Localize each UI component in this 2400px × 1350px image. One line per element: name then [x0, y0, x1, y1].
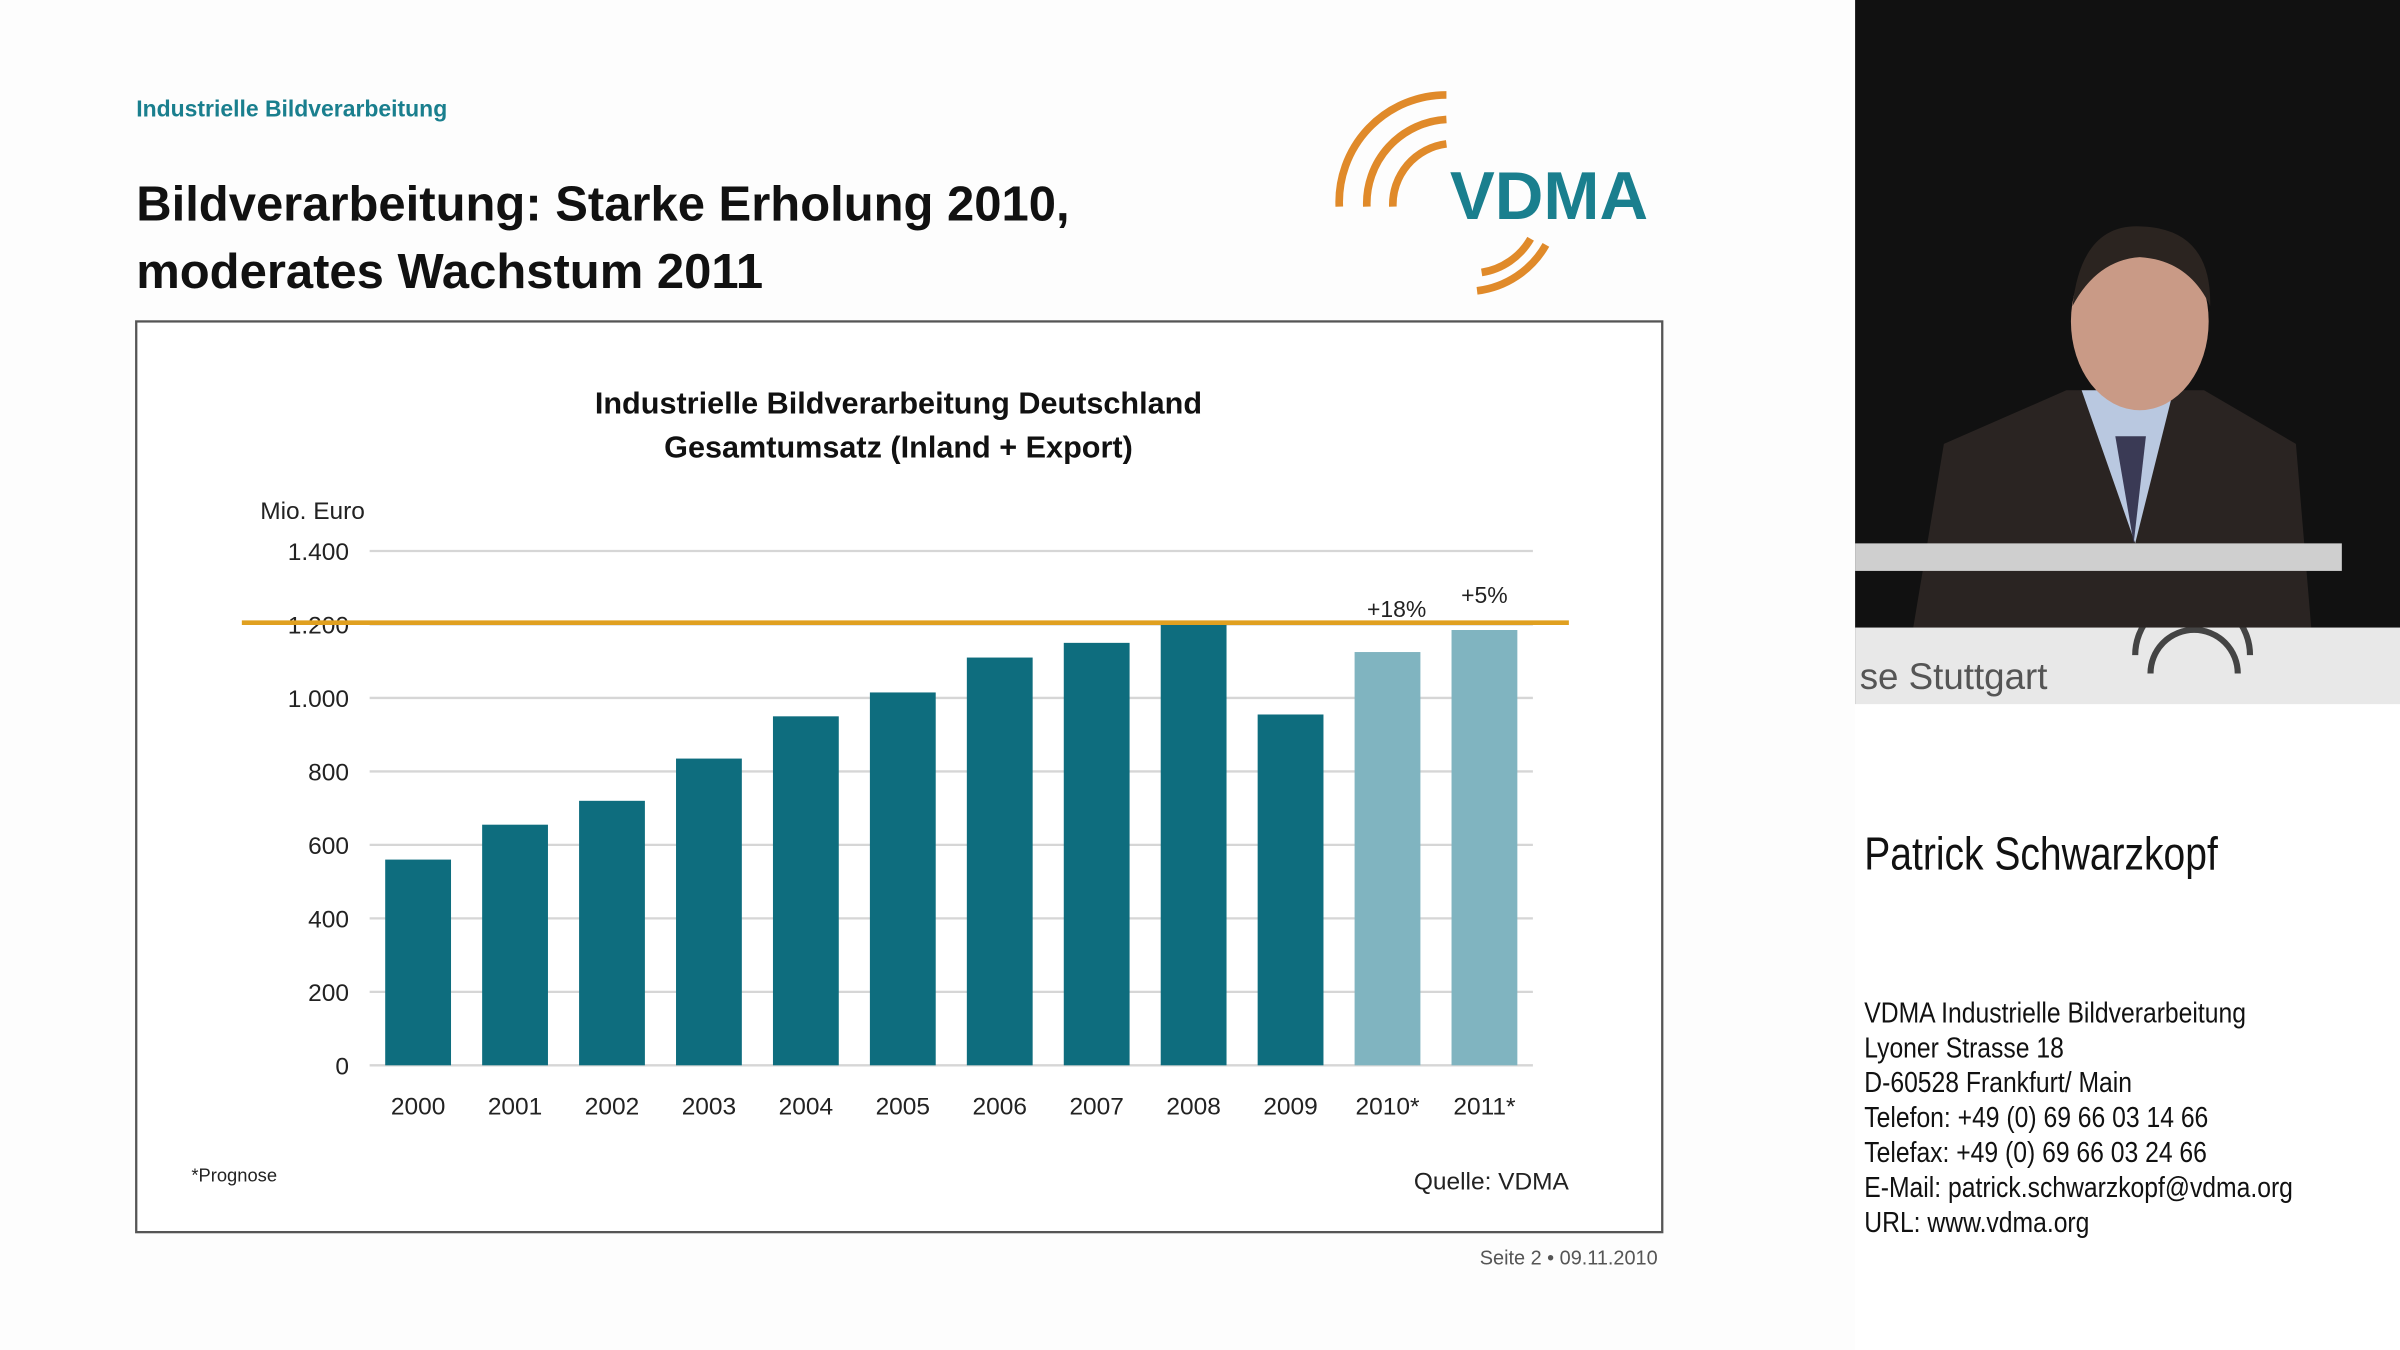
bar — [385, 859, 452, 1066]
contact-line: D-60528 Frankfurt/ Main — [1864, 1066, 2132, 1098]
slide-footer: Seite 2 • 09.11.2010 — [1480, 1247, 1658, 1269]
y-tick-label: 1.000 — [288, 686, 349, 713]
speaker-head — [2070, 232, 2209, 411]
contact-line: VDMA Industrielle Bildverarbeitung — [1864, 997, 2246, 1029]
x-tick-label: 2005 — [876, 1093, 930, 1120]
x-tick-label: 2010* — [1356, 1093, 1420, 1120]
annotation: +5% — [1461, 582, 1508, 608]
slide-header: Industrielle Bildverarbeitung — [136, 95, 447, 121]
contact-line: Telefon: +49 (0) 69 66 03 14 66 — [1864, 1101, 2208, 1133]
bar — [1354, 652, 1421, 1066]
podium-top — [1855, 543, 2342, 571]
info-panel — [1855, 704, 2400, 1350]
contact-line: URL: www.vdma.org — [1864, 1206, 2089, 1238]
slide-title: Bildverarbeitung: Starke Erholung 2010, — [136, 177, 1069, 231]
chart-title: Industrielle Bildverarbeitung Deutschlan… — [595, 386, 1202, 420]
y-tick-label: 800 — [308, 760, 349, 787]
slide-title: moderates Wachstum 2011 — [136, 245, 763, 299]
y-axis-label: Mio. Euro — [260, 498, 365, 525]
x-tick-label: 2003 — [682, 1093, 736, 1120]
x-tick-label: 2000 — [391, 1093, 445, 1120]
bar — [966, 657, 1033, 1066]
plot: 0 200 400 600 800 1.000 1.200 1.400 2000 2001 2002… — [241, 539, 1569, 1120]
contact-line: Lyoner Strasse 18 — [1864, 1031, 2064, 1063]
y-tick-label: 0 — [335, 1053, 349, 1080]
contact-line: E-Mail: patrick.schwarzkopf@vdma.org — [1864, 1171, 2293, 1203]
bar — [1257, 714, 1324, 1066]
x-tick-label: 2001 — [488, 1093, 542, 1120]
footnote: *Prognose — [191, 1165, 277, 1186]
y-tick-label: 200 — [308, 980, 349, 1007]
podium-banner — [1855, 627, 2400, 705]
bar — [482, 824, 548, 1066]
logo-text: VDMA — [1450, 159, 1648, 234]
x-tick-label: 2007 — [1069, 1093, 1123, 1120]
contact: VDMA Industrielle BildverarbeitungLyoner… — [1864, 997, 2293, 1239]
speaker-tie — [2115, 436, 2146, 544]
bar — [1160, 622, 1227, 1066]
bar — [676, 758, 742, 1066]
annotation: +18% — [1367, 596, 1426, 622]
x-tick-label: 2011* — [1453, 1093, 1516, 1120]
x-tick-label: 2004 — [779, 1093, 833, 1120]
y-tick-label: 1.200 — [288, 613, 349, 640]
x-tick-label: 2008 — [1166, 1093, 1220, 1120]
bar — [579, 800, 645, 1066]
x-tick-label: 2002 — [585, 1093, 639, 1120]
y-tick-label: 400 — [308, 907, 349, 934]
x-tick-label: 2009 — [1263, 1093, 1317, 1120]
y-tick-label: 1.400 — [288, 539, 349, 566]
contact-line: Telefax: +49 (0) 69 66 03 24 66 — [1864, 1136, 2207, 1168]
speaker-hair — [2072, 226, 2211, 307]
x-tick-label: 2006 — [973, 1093, 1027, 1120]
chart-subtitle: Gesamtumsatz (Inland + Export) — [664, 431, 1133, 465]
speaker-name: Patrick Schwarzkopf — [1864, 828, 2218, 880]
y-tick-label: 600 — [308, 833, 349, 860]
bar — [772, 716, 839, 1066]
bar — [869, 692, 936, 1066]
bar — [1063, 642, 1130, 1066]
video-backdrop-text: se Stuttgart — [1860, 656, 2048, 697]
logo-arcs — [1335, 91, 1550, 295]
bar — [1451, 630, 1518, 1066]
source: Quelle: VDMA — [1414, 1168, 1570, 1195]
